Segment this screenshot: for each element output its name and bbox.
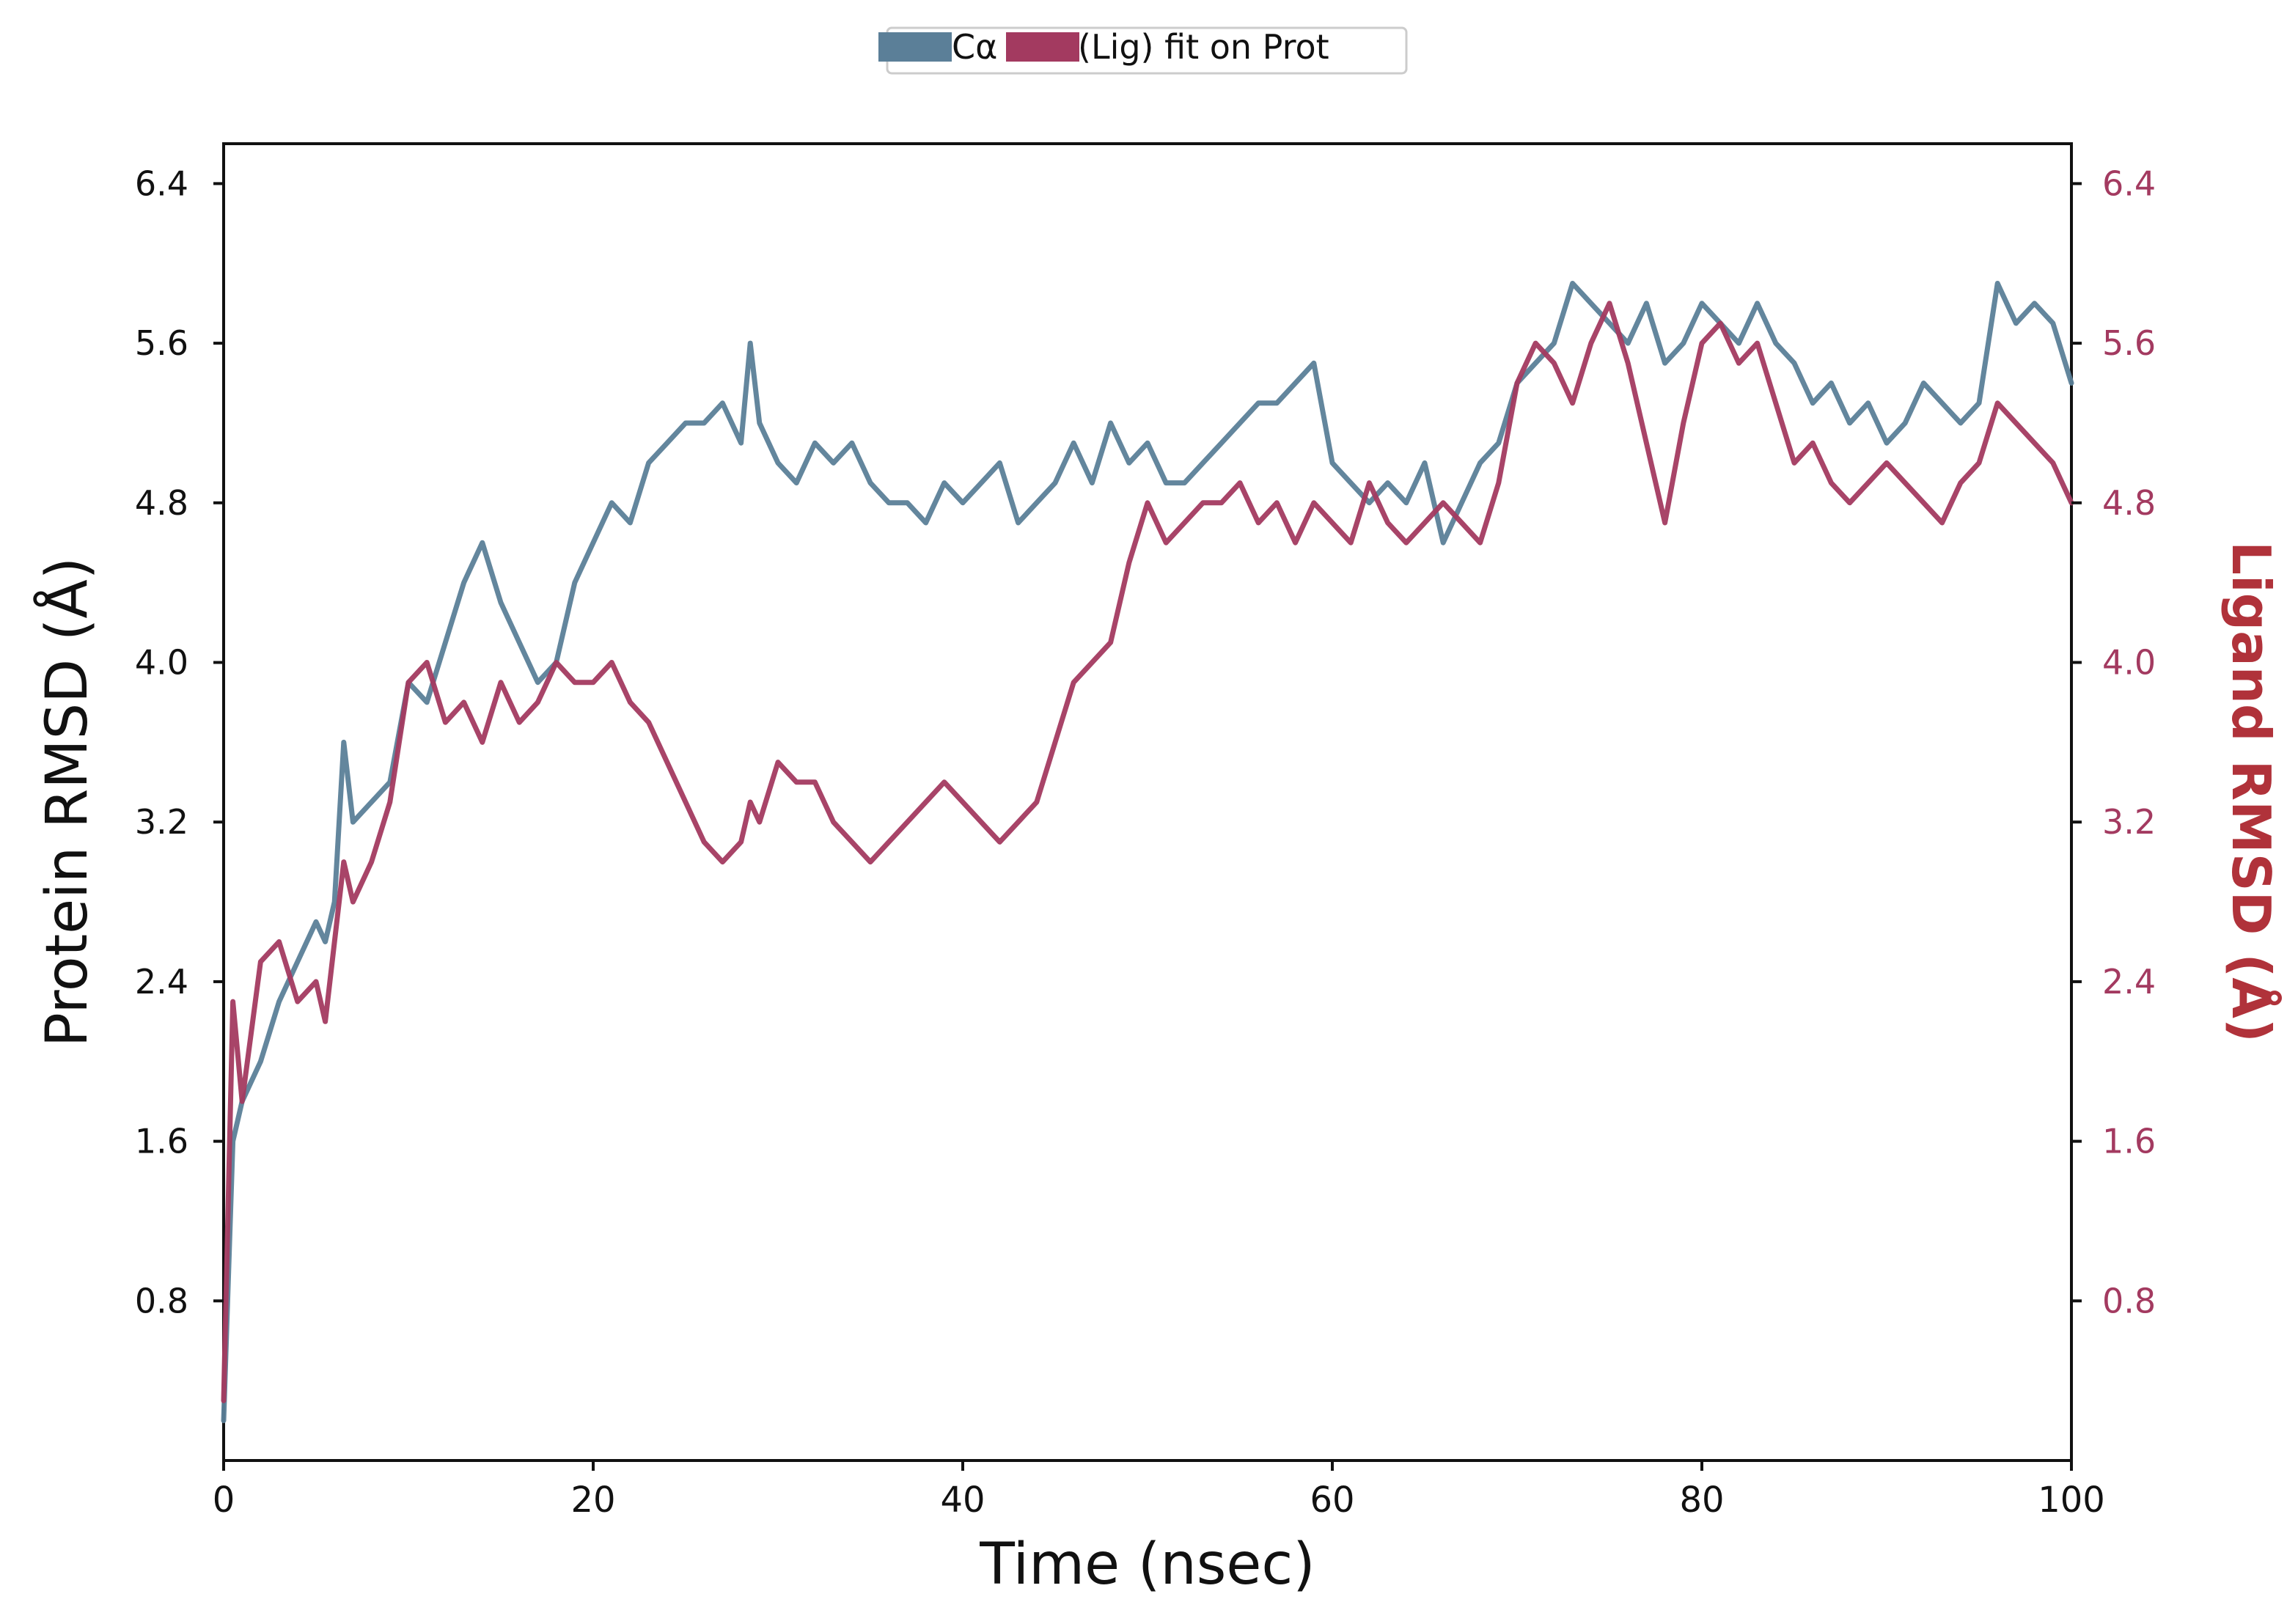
plot-area [221, 142, 2074, 1462]
y-left-tick-label: 2.4 [135, 962, 188, 1002]
y-right-tick-label: 2.4 [2102, 962, 2156, 1002]
x-tick-label: 100 [2038, 1480, 2105, 1521]
x-axis-label: Time (nsec) [979, 1532, 1315, 1598]
y-right-tick-label: 4.0 [2102, 643, 2156, 683]
y-right-tick-label: 0.8 [2102, 1281, 2156, 1320]
x-axis: 0 20 40 60 80 100 [213, 1461, 2105, 1521]
y-right-tick-label: 3.2 [2102, 802, 2156, 842]
x-tick-label: 40 [940, 1480, 985, 1521]
y-left-tick-label: 5.6 [135, 323, 188, 363]
series-layer [221, 281, 2074, 1424]
legend-swatch-ca [878, 32, 952, 62]
y-right-tick-label: 5.6 [2102, 323, 2156, 363]
y-axis-label-left: Protein RMSD (Å) [33, 557, 100, 1047]
y-axis-left: 0.8 1.6 2.4 3.2 4.0 4.8 5.6 6.4 [135, 163, 224, 1320]
x-tick-label: 20 [570, 1480, 615, 1521]
x-tick-label: 0 [213, 1480, 235, 1521]
y-axis-right: 0.8 1.6 2.4 3.2 4.0 4.8 5.6 6.4 [2071, 163, 2156, 1320]
legend: Cα (Lig) fit on Prot [878, 26, 1408, 75]
y-left-tick-label: 3.2 [135, 802, 188, 842]
legend-label-ca: Cα [952, 27, 997, 67]
y-right-tick-label: 4.8 [2102, 483, 2156, 523]
y-left-tick-label: 4.8 [135, 483, 188, 523]
x-tick-label: 60 [1310, 1480, 1354, 1521]
series-line-ca [221, 281, 2074, 1424]
series-line-ligand [221, 301, 2074, 1403]
x-tick-label: 80 [1679, 1480, 1724, 1521]
y-left-tick-label: 1.6 [135, 1122, 188, 1161]
y-axis-label-right: Ligand RMSD (Å) [2220, 541, 2282, 1043]
legend-swatch-ligand [1006, 32, 1079, 62]
plot-frame [222, 142, 2073, 1462]
legend-label-ligand: (Lig) fit on Prot [1078, 27, 1329, 67]
y-right-tick-label: 1.6 [2102, 1122, 2156, 1161]
y-left-tick-label: 4.0 [135, 643, 188, 683]
y-right-tick-label: 6.4 [2102, 163, 2156, 203]
y-left-tick-label: 0.8 [135, 1281, 188, 1320]
y-left-tick-label: 6.4 [135, 163, 188, 203]
